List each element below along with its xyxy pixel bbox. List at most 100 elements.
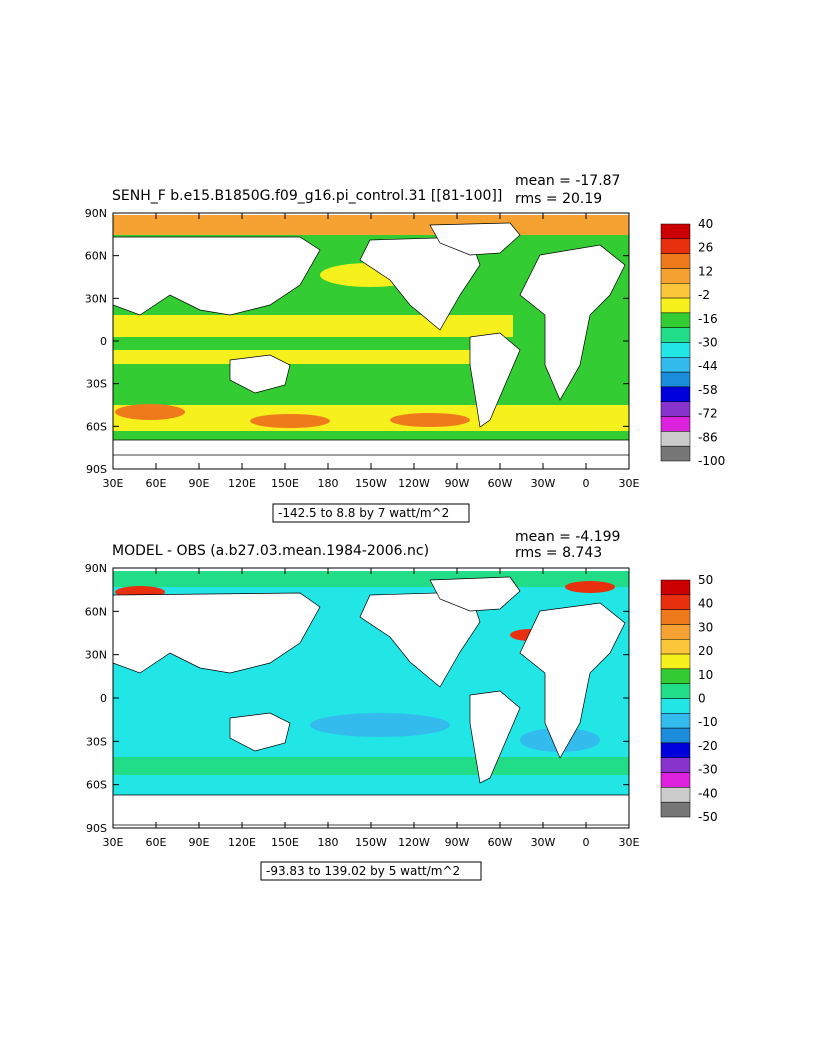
colorbar-swatch: [660, 416, 691, 432]
bottom-mean: mean = -4.199: [515, 529, 620, 545]
colorbar-swatch: [660, 594, 691, 610]
lat-tick-label: 90N: [85, 207, 107, 220]
colorbar-label: 40: [698, 597, 713, 611]
lon-tick-label: 30E: [619, 836, 640, 849]
lon-tick-label: 120W: [398, 836, 430, 849]
bottom-pacific-blue: [310, 713, 450, 737]
lon-tick-label: 150W: [355, 836, 387, 849]
colorbar-label: 26: [698, 241, 713, 255]
colorbar-swatch: [660, 445, 691, 462]
colorbar-swatch: [660, 223, 691, 240]
colorbar-label: 12: [698, 264, 713, 278]
lat-tick-label: 90S: [86, 822, 107, 835]
lat-tick-label: 0: [100, 692, 107, 705]
colorbar-swatch: [660, 357, 691, 373]
lon-tick-label: 180: [318, 477, 339, 490]
colorbar-label: -30: [698, 336, 718, 350]
colorbar-swatch: [660, 653, 691, 670]
colorbar-swatch: [660, 371, 691, 388]
top-south-hotspot-1: [115, 404, 185, 420]
lon-tick-label: 120E: [228, 477, 256, 490]
bottom-north-atlantic-red: [565, 581, 615, 593]
colorbar-label: -86: [698, 430, 718, 444]
lon-tick-label: 30W: [531, 477, 556, 490]
lat-tick-label: 90S: [86, 463, 107, 476]
colorbar-label: -16: [698, 312, 718, 326]
colorbar-swatch: [660, 253, 691, 269]
colorbar-label: -72: [698, 407, 718, 421]
lon-tick-label: 60E: [146, 477, 167, 490]
lat-tick-label: 30N: [85, 292, 107, 305]
colorbar-swatch: [660, 727, 691, 744]
lon-tick-label: 90E: [189, 477, 210, 490]
lat-tick-label: 60N: [85, 250, 107, 263]
lon-tick-label: 90W: [445, 477, 470, 490]
colorbar-swatch: [660, 283, 691, 299]
bottom-lon-axis: 30E 60E 90E 120E 150E 180 150W 120W 90W 60W 30W 0 30…: [103, 568, 640, 849]
bottom-title: MODEL - OBS (a.b27.03.mean.1984-2006.nc): [112, 543, 429, 559]
bottom-map-area: [112, 568, 630, 828]
top-south-hotspot-3: [390, 413, 470, 427]
top-mean: mean = -17.87: [515, 173, 620, 189]
lon-tick-label: 120E: [228, 836, 256, 849]
bottom-range-box: [260, 861, 482, 881]
colorbar-swatch: [660, 386, 691, 402]
lon-tick-label: 60W: [488, 836, 513, 849]
colorbar-swatch: [660, 401, 691, 417]
colorbar-label: -44: [698, 359, 718, 373]
lat-tick-label: 0: [100, 335, 107, 348]
lat-tick-label: 90N: [85, 562, 107, 575]
colorbar-label: 30: [698, 620, 713, 634]
top-rms: rms = 20.19: [515, 191, 602, 207]
top-south-tropical-band: [113, 350, 493, 364]
colorbar-swatch: [660, 742, 691, 758]
colorbar-label: -10: [698, 715, 718, 729]
lon-tick-label: 30E: [103, 477, 124, 490]
bottom-range-text: -93.83 to 139.02 by 5 watt/m^2: [266, 864, 460, 878]
top-tropical-band: [113, 315, 513, 337]
colorbar-swatch: [660, 312, 691, 328]
lon-tick-label: 120W: [398, 477, 430, 490]
colorbar-label: 40: [698, 217, 713, 231]
colorbar-swatch: [660, 713, 691, 729]
colorbar-swatch: [660, 268, 691, 284]
lat-tick-label: 30S: [86, 735, 107, 748]
colorbar-swatch: [660, 327, 691, 343]
colorbar-label: 0: [698, 692, 706, 706]
bottom-rms: rms = 8.743: [515, 545, 602, 561]
colorbar-label: -58: [698, 383, 718, 397]
lon-tick-label: 60E: [146, 836, 167, 849]
top-southern-band: [113, 405, 629, 431]
colorbar-label: 20: [698, 644, 713, 658]
colorbar-swatch: [660, 297, 691, 314]
lon-tick-label: 150E: [271, 836, 299, 849]
lon-tick-label: 0: [583, 477, 590, 490]
colorbar-swatch: [660, 668, 691, 684]
bottom-map-svg: MODEL - OBS (a.b27.03.mean.1984-2006.nc)…: [85, 529, 718, 881]
colorbar-swatch: [660, 757, 691, 773]
colorbar-label: -50: [698, 810, 718, 824]
bottom-southern-band: [113, 757, 629, 775]
top-lat-axis: 90N 60N 30N 0 30S 60S 90S: [85, 207, 629, 476]
lat-tick-label: 60S: [86, 779, 107, 792]
lon-tick-label: 150E: [271, 477, 299, 490]
colorbar-label: 50: [698, 573, 713, 587]
top-title: SENH_F b.e15.B1850G.f09_g16.pi_control.3…: [112, 188, 502, 204]
lon-tick-label: 30W: [531, 836, 556, 849]
top-colorbar: 40 26 12 -2 -16 -30 -44 -58 -72 -86 -100: [660, 217, 725, 468]
colorbar-swatch: [660, 579, 691, 596]
lon-tick-label: 0: [583, 836, 590, 849]
colorbar-swatch: [660, 624, 691, 640]
top-range-text: -142.5 to 8.8 by 7 watt/m^2: [278, 506, 449, 520]
colorbar-swatch: [660, 683, 691, 699]
lat-tick-label: 30S: [86, 378, 107, 391]
top-land: [112, 222, 630, 456]
colorbar-label: -30: [698, 763, 718, 777]
colorbar-label: -2: [698, 288, 710, 302]
lon-tick-label: 60W: [488, 477, 513, 490]
lon-tick-label: 30E: [103, 836, 124, 849]
bottom-map-panel: MODEL - OBS (a.b27.03.mean.1984-2006.nc)…: [0, 525, 818, 885]
colorbar-label: 10: [698, 668, 713, 682]
top-map-svg: SENH_F b.e15.B1850G.f09_g16.pi_control.3…: [85, 173, 725, 523]
bottom-colorbar: 50 40 30 20 10 0 -10 -20 -30 -40 -50: [660, 573, 718, 824]
